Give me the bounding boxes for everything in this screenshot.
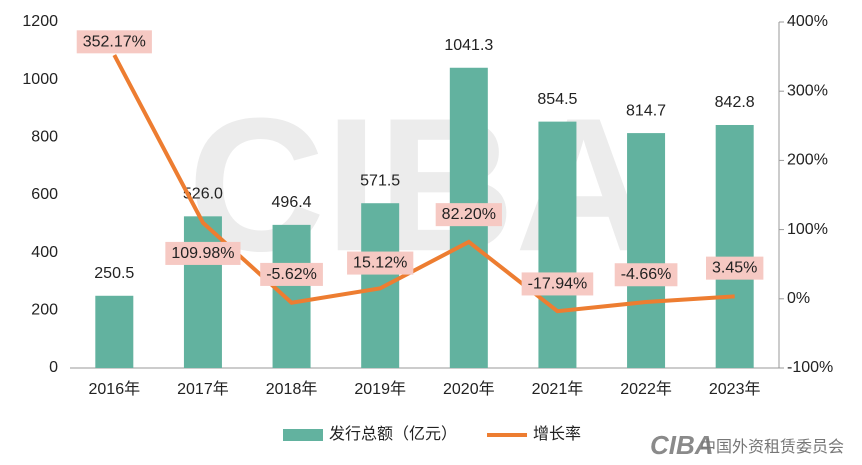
- bar-value-label: 814.7: [626, 102, 666, 119]
- y2-tick-label: 100%: [787, 221, 828, 238]
- bar: [183, 216, 222, 368]
- line-value-label-group: -5.62%: [260, 262, 323, 286]
- label-background: [706, 256, 764, 280]
- label-background: [347, 251, 414, 275]
- line-value-label: 3.45%: [712, 260, 757, 277]
- line-value-label-group: 82.20%: [435, 203, 502, 227]
- line-value-label: -4.66%: [621, 266, 672, 283]
- y-tick-label: 0: [49, 359, 58, 376]
- bar: [272, 224, 311, 368]
- line-value-label-group: 3.45%: [706, 256, 764, 280]
- y-tick-label: 400: [31, 244, 58, 261]
- y2-tick-label: -100%: [787, 359, 833, 376]
- line-value-label-group: 109.98%: [165, 241, 241, 265]
- x-tick-label: 2022年: [620, 380, 672, 398]
- x-tick-label: 2016年: [89, 380, 141, 398]
- bar-value-label: 842.8: [715, 94, 755, 111]
- y2-tick-label: 0%: [787, 290, 810, 307]
- x-tick-label: 2017年: [177, 380, 229, 398]
- line-value-label: 15.12%: [353, 255, 407, 272]
- bar: [627, 133, 666, 368]
- bar-value-label: 496.4: [272, 194, 312, 211]
- bar-value-label: 571.5: [360, 172, 400, 189]
- y-tick-label: 200: [31, 302, 58, 319]
- legend-label: 增长率: [533, 425, 581, 443]
- bar: [538, 121, 577, 368]
- label-background: [260, 262, 323, 286]
- x-tick-label: 2018年: [266, 380, 318, 398]
- legend-label: 发行总额（亿元）: [329, 425, 457, 443]
- legend-swatch: [283, 429, 323, 441]
- x-tick-label: 2020年: [443, 380, 495, 398]
- line-value-label: -5.62%: [266, 266, 317, 283]
- label-background: [165, 241, 241, 265]
- line-value-label: 82.20%: [442, 206, 496, 223]
- bar-value-label: 1041.3: [444, 37, 493, 54]
- y-tick-label: 1200: [22, 13, 58, 30]
- bar: [95, 295, 134, 368]
- bar: [361, 203, 400, 368]
- x-tick-label: 2023年: [709, 380, 761, 398]
- y2-tick-label: 300%: [787, 82, 828, 99]
- line: [112, 54, 735, 314]
- line-value-label: 352.17%: [83, 33, 146, 50]
- label-background: [435, 203, 502, 227]
- line-value-label-group: 15.12%: [347, 251, 414, 275]
- label-background: [76, 30, 152, 54]
- source-logo: CIBA: [650, 430, 714, 460]
- label-background: [614, 263, 678, 287]
- y-tick-label: 800: [31, 129, 58, 146]
- source-text: 中国外资租赁委员会: [700, 438, 844, 456]
- line-value-label-group: -4.66%: [614, 263, 678, 287]
- bar-value-label: 854.5: [537, 91, 577, 108]
- x-tick-label: 2021年: [532, 380, 584, 398]
- y2-tick-label: 400%: [787, 13, 828, 30]
- bar-value-label: 526.0: [183, 186, 223, 203]
- bar: [715, 124, 754, 368]
- y-tick-label: 600: [31, 186, 58, 203]
- x-tick-label: 2019年: [354, 380, 406, 398]
- line-value-label: 109.98%: [171, 245, 234, 262]
- line-value-label-group: -17.94%: [521, 272, 594, 296]
- label-background: [521, 272, 594, 296]
- watermark: CIBA: [188, 79, 652, 291]
- line-value-label: -17.94%: [528, 275, 588, 292]
- bar-value-label: 250.5: [94, 265, 134, 282]
- y2-tick-label: 200%: [787, 152, 828, 169]
- line-value-label-group: 352.17%: [76, 30, 152, 54]
- y-tick-label: 1000: [22, 71, 58, 88]
